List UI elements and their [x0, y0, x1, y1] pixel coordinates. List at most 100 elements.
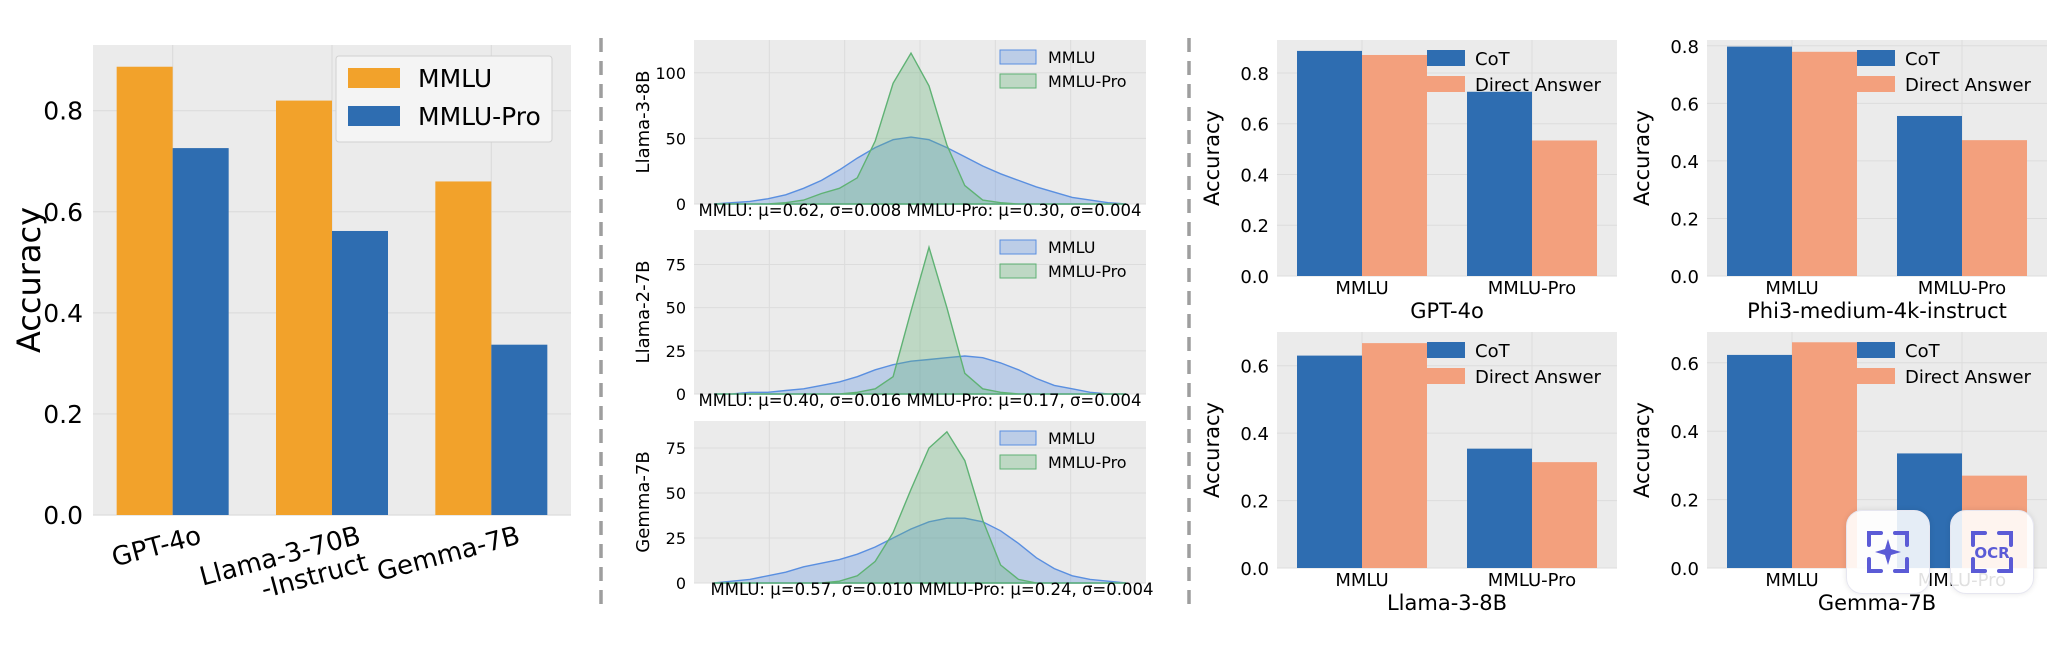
ocr-scan-icon: OCR: [1971, 531, 2013, 573]
y-tick-label: 0.6: [1240, 357, 1269, 378]
y-tick-label: 0.4: [1670, 422, 1699, 443]
bar-direct-answer: [1362, 54, 1427, 276]
y-tick-label: 0.0: [43, 501, 83, 530]
x-tick-label: MMLU: [1335, 570, 1388, 591]
y-tick-label: 0.0: [1240, 267, 1269, 288]
ocr-button[interactable]: OCR: [1950, 510, 2034, 594]
kde-mmlu-pro: [714, 430, 1126, 584]
legend-swatch: [1857, 368, 1895, 384]
bar-mmlu: [435, 181, 492, 516]
kde-mmlu: [714, 355, 1126, 395]
y-tick-label: 0.0: [1670, 559, 1699, 580]
legend-label: MMLU-Pro: [1048, 262, 1127, 281]
legend-label: MMLU: [1048, 429, 1095, 448]
kde-y-label: Gemma-7B: [633, 451, 654, 552]
kde-y-label: Llama-3-8B: [633, 71, 654, 174]
panel-title: Phi3-medium-4k-instruct: [1747, 299, 2007, 323]
legend-swatch: [1857, 50, 1895, 66]
x-tick-label: MMLU: [1765, 278, 1818, 299]
panel-title: GPT-4o: [1410, 299, 1484, 323]
x-tick-label: GPT-4o: [109, 521, 205, 574]
y-tick-label: 0.4: [43, 299, 83, 328]
y-axis-label: Accuracy: [1630, 110, 1654, 206]
x-tick-label-group: GPT-4o: [109, 521, 205, 574]
kde-y-label: Llama-2-7B: [633, 261, 654, 364]
legend-swatch: [999, 49, 1037, 65]
y-tick-label: 0: [676, 574, 686, 593]
legend-label: MMLU: [1048, 238, 1095, 257]
y-axis-label: Accuracy: [1200, 402, 1224, 498]
legend-swatch: [1857, 76, 1895, 92]
legend-label: MMLU-Pro: [418, 102, 541, 131]
ocr-label: OCR: [1974, 544, 2010, 562]
legend-swatch: [999, 263, 1037, 279]
legend-swatch: [999, 73, 1037, 89]
legend-label: MMLU: [418, 64, 492, 93]
legend-label: Direct Answer: [1905, 367, 2032, 388]
legend-swatch: [1427, 76, 1465, 92]
x-tick-label-group: Gemma-7B: [374, 521, 523, 588]
y-tick-label: 0.6: [43, 198, 83, 227]
y-tick-label: 0.4: [1240, 424, 1269, 445]
y-tick-label: 0.2: [1670, 491, 1699, 512]
x-tick-label: Gemma-7B: [374, 521, 523, 588]
y-tick-label: 0.8: [43, 97, 83, 126]
legend-swatch: [1427, 342, 1465, 358]
bar-cot: [1297, 355, 1362, 568]
bar-mmlu: [276, 100, 332, 515]
legend-swatch: [999, 454, 1037, 470]
y-tick-label: 0.2: [43, 400, 83, 429]
y-tick-label: 0: [676, 195, 686, 214]
y-tick-label: 0.4: [1670, 152, 1699, 173]
panel-title: Gemma-7B: [1818, 591, 1936, 615]
bar-direct-answer: [1962, 140, 2027, 276]
x-tick-label-group: Llama-3-70B-Instruct: [197, 521, 372, 605]
y-tick-label: 0.6: [1670, 354, 1699, 375]
ai-scan-button[interactable]: [1846, 510, 1930, 594]
legend-swatch: [999, 430, 1037, 446]
legend-label: Direct Answer: [1475, 367, 1602, 388]
y-tick-label: 50: [666, 129, 686, 148]
y-tick-label: 0.6: [1670, 94, 1699, 115]
kde-annotation: MMLU: μ=0.40, σ=0.016 MMLU-Pro: μ=0.17, …: [699, 391, 1142, 410]
y-axis-label: Accuracy: [1200, 110, 1224, 206]
legend-swatch: [999, 239, 1037, 255]
legend-label: MMLU-Pro: [1048, 72, 1127, 91]
y-axis-label: Accuracy: [10, 207, 48, 353]
legend-label: Direct Answer: [1475, 75, 1602, 96]
y-tick-label: 25: [666, 529, 686, 548]
kde-mmlu: [713, 136, 1127, 205]
y-tick-label: 0.8: [1670, 37, 1699, 58]
y-tick-label: 75: [666, 439, 686, 458]
y-tick-label: 0.8: [1240, 64, 1269, 85]
bar-cot: [1727, 46, 1792, 277]
x-tick-label: MMLU-Pro: [1918, 278, 2006, 299]
bar-mmlu-pro: [332, 230, 388, 515]
x-tick-label: MMLU: [1765, 570, 1818, 591]
y-tick-label: 50: [666, 299, 686, 318]
x-tick-label: MMLU: [1335, 278, 1388, 299]
y-tick-label: 25: [666, 342, 686, 361]
legend-swatch: [1427, 368, 1465, 384]
y-tick-label: 75: [666, 256, 686, 275]
bar-mmlu-pro: [172, 148, 229, 515]
x-tick-label: MMLU-Pro: [1488, 278, 1576, 299]
y-tick-label: 0.0: [1240, 559, 1269, 580]
bar-cot: [1467, 448, 1532, 568]
legend-swatch: [1857, 342, 1895, 358]
y-tick-label: 100: [655, 64, 686, 83]
kde-mmlu-pro: [714, 51, 1126, 205]
bar-cot: [1297, 50, 1362, 276]
legend-swatch: [348, 106, 400, 126]
kde-mmlu-pro: [714, 244, 1126, 395]
panel-title: Llama-3-8B: [1387, 591, 1507, 615]
kde-annotation: MMLU: μ=0.57, σ=0.010 MMLU-Pro: μ=0.24, …: [711, 580, 1154, 599]
y-tick-label: 0.4: [1240, 165, 1269, 186]
legend-label: CoT: [1475, 341, 1511, 362]
legend-label: Direct Answer: [1905, 75, 2032, 96]
bar-mmlu: [116, 66, 173, 515]
x-tick-label: MMLU-Pro: [1488, 570, 1576, 591]
bar-cot: [1897, 115, 1962, 276]
y-tick-label: 0.2: [1240, 492, 1269, 513]
